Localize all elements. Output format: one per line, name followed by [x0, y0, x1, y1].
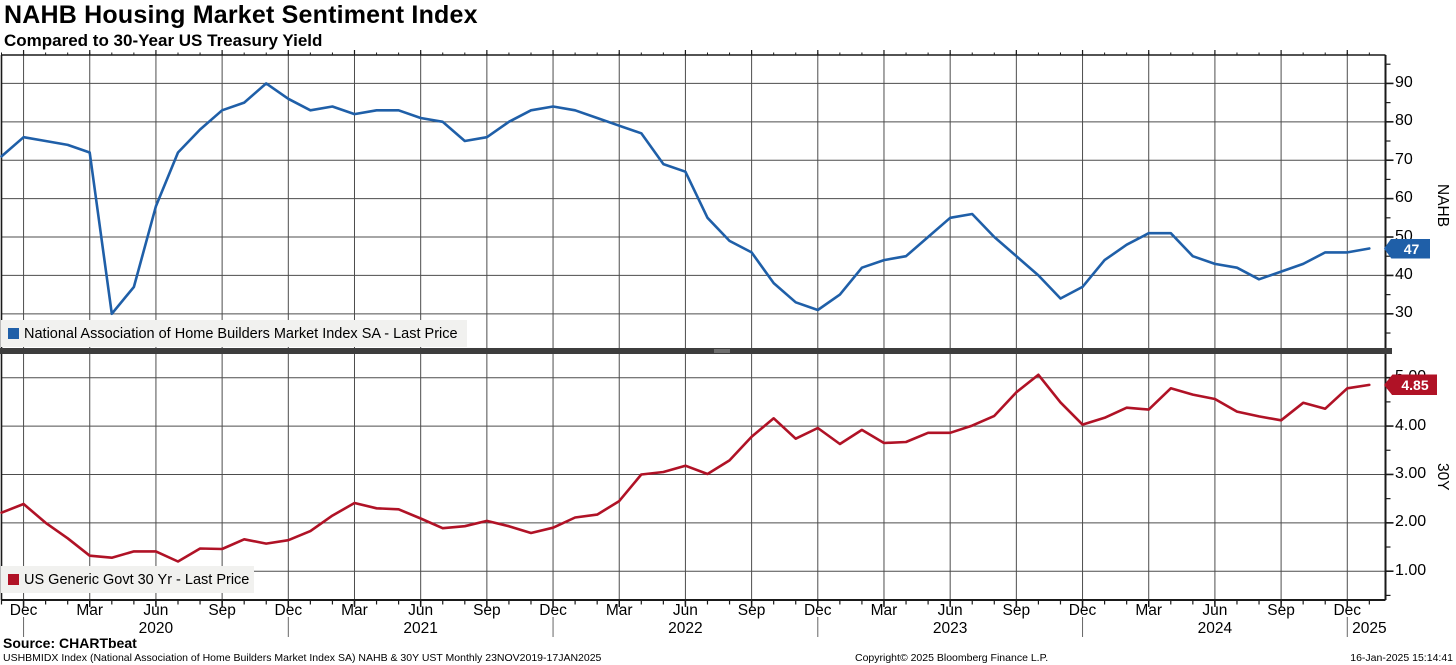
- x-tick-label: Sep: [208, 601, 236, 619]
- legend-30y[interactable]: US Generic Govt 30 Yr - Last Price: [1, 566, 254, 593]
- nahb-last-price-tag: 47: [1384, 238, 1430, 259]
- legend-nahb[interactable]: National Association of Home Builders Ma…: [1, 320, 467, 347]
- nahb-axis-tick-label: 90: [1395, 73, 1413, 91]
- x-tick-label: Dec: [274, 601, 303, 619]
- x-tick-label: Mar: [1135, 601, 1163, 619]
- source-label: Source: CHARTbeat: [3, 635, 137, 651]
- x-tick-label: Jun: [408, 601, 434, 619]
- 30y-axis-tick-label: 3.00: [1395, 464, 1427, 482]
- x-tick-label: Mar: [76, 601, 104, 619]
- chart-title: NAHB Housing Market Sentiment Index: [4, 1, 478, 29]
- x-tick-label: Sep: [1267, 601, 1295, 619]
- x-tick-label: Jun: [672, 601, 698, 619]
- treasury-legend-label: US Generic Govt 30 Yr - Last Price: [24, 571, 250, 588]
- x-year-label: 2025: [1352, 619, 1387, 637]
- footnote-text: USHBMIDX Index (National Association of …: [3, 652, 602, 664]
- 30y-axis-tick-label: 1.00: [1395, 561, 1427, 579]
- treasury-last-price-tag: 4.85: [1384, 374, 1437, 396]
- nahb-legend-label: National Association of Home Builders Ma…: [24, 325, 458, 342]
- treasury-legend-swatch-icon: [8, 574, 19, 585]
- panel-divider[interactable]: [0, 348, 1392, 354]
- x-year-label: 2022: [668, 619, 703, 637]
- nahb-axis-tick-label: 40: [1395, 265, 1413, 283]
- x-tick-label: Sep: [1002, 601, 1031, 619]
- x-tick-label: Sep: [473, 601, 501, 619]
- x-tick-label: Jun: [143, 601, 169, 619]
- timestamp-text: 16-Jan-2025 15:14:41: [1350, 652, 1453, 664]
- x-tick-label: Dec: [803, 601, 832, 619]
- x-year-label: 2021: [403, 619, 438, 637]
- x-tick-label: Dec: [1068, 601, 1097, 619]
- nahb-axis-tick-label: 70: [1395, 150, 1413, 168]
- treasury-axis-title: 30Y: [1434, 462, 1451, 491]
- 30y-axis-tick-label: 2.00: [1395, 513, 1427, 531]
- 30y-axis-tick-label: 4.00: [1395, 416, 1427, 434]
- nahb-axis-title: NAHB: [1434, 183, 1451, 227]
- copyright-text: Copyright© 2025 Bloomberg Finance L.P.: [855, 652, 1049, 664]
- x-year-label: 2023: [932, 619, 968, 637]
- x-tick-label: Dec: [1333, 601, 1362, 619]
- chart-subtitle: Compared to 30-Year US Treasury Yield: [4, 31, 323, 50]
- nahb-axis-tick-label: 80: [1395, 112, 1413, 130]
- nahb-axis-tick-label: 60: [1395, 189, 1413, 207]
- x-year-label: 2020: [138, 619, 174, 637]
- divider-grip-handle[interactable]: [714, 349, 730, 353]
- nahb-series-line: [0, 82, 1371, 316]
- x-tick-label: Mar: [341, 601, 368, 619]
- x-tick-label: Mar: [870, 601, 898, 619]
- 30y-series-line: [0, 373, 1371, 563]
- x-tick-label: Dec: [9, 601, 38, 619]
- x-tick-label: Jun: [1202, 601, 1228, 619]
- nahb-axis-tick-label: 30: [1395, 304, 1413, 322]
- x-year-label: 2024: [1197, 619, 1233, 637]
- x-tick-label: Jun: [937, 601, 963, 619]
- x-tick-label: Mar: [605, 601, 633, 619]
- nahb-legend-swatch-icon: [8, 328, 19, 339]
- x-tick-label: Sep: [737, 601, 766, 619]
- x-tick-label: Dec: [539, 601, 567, 619]
